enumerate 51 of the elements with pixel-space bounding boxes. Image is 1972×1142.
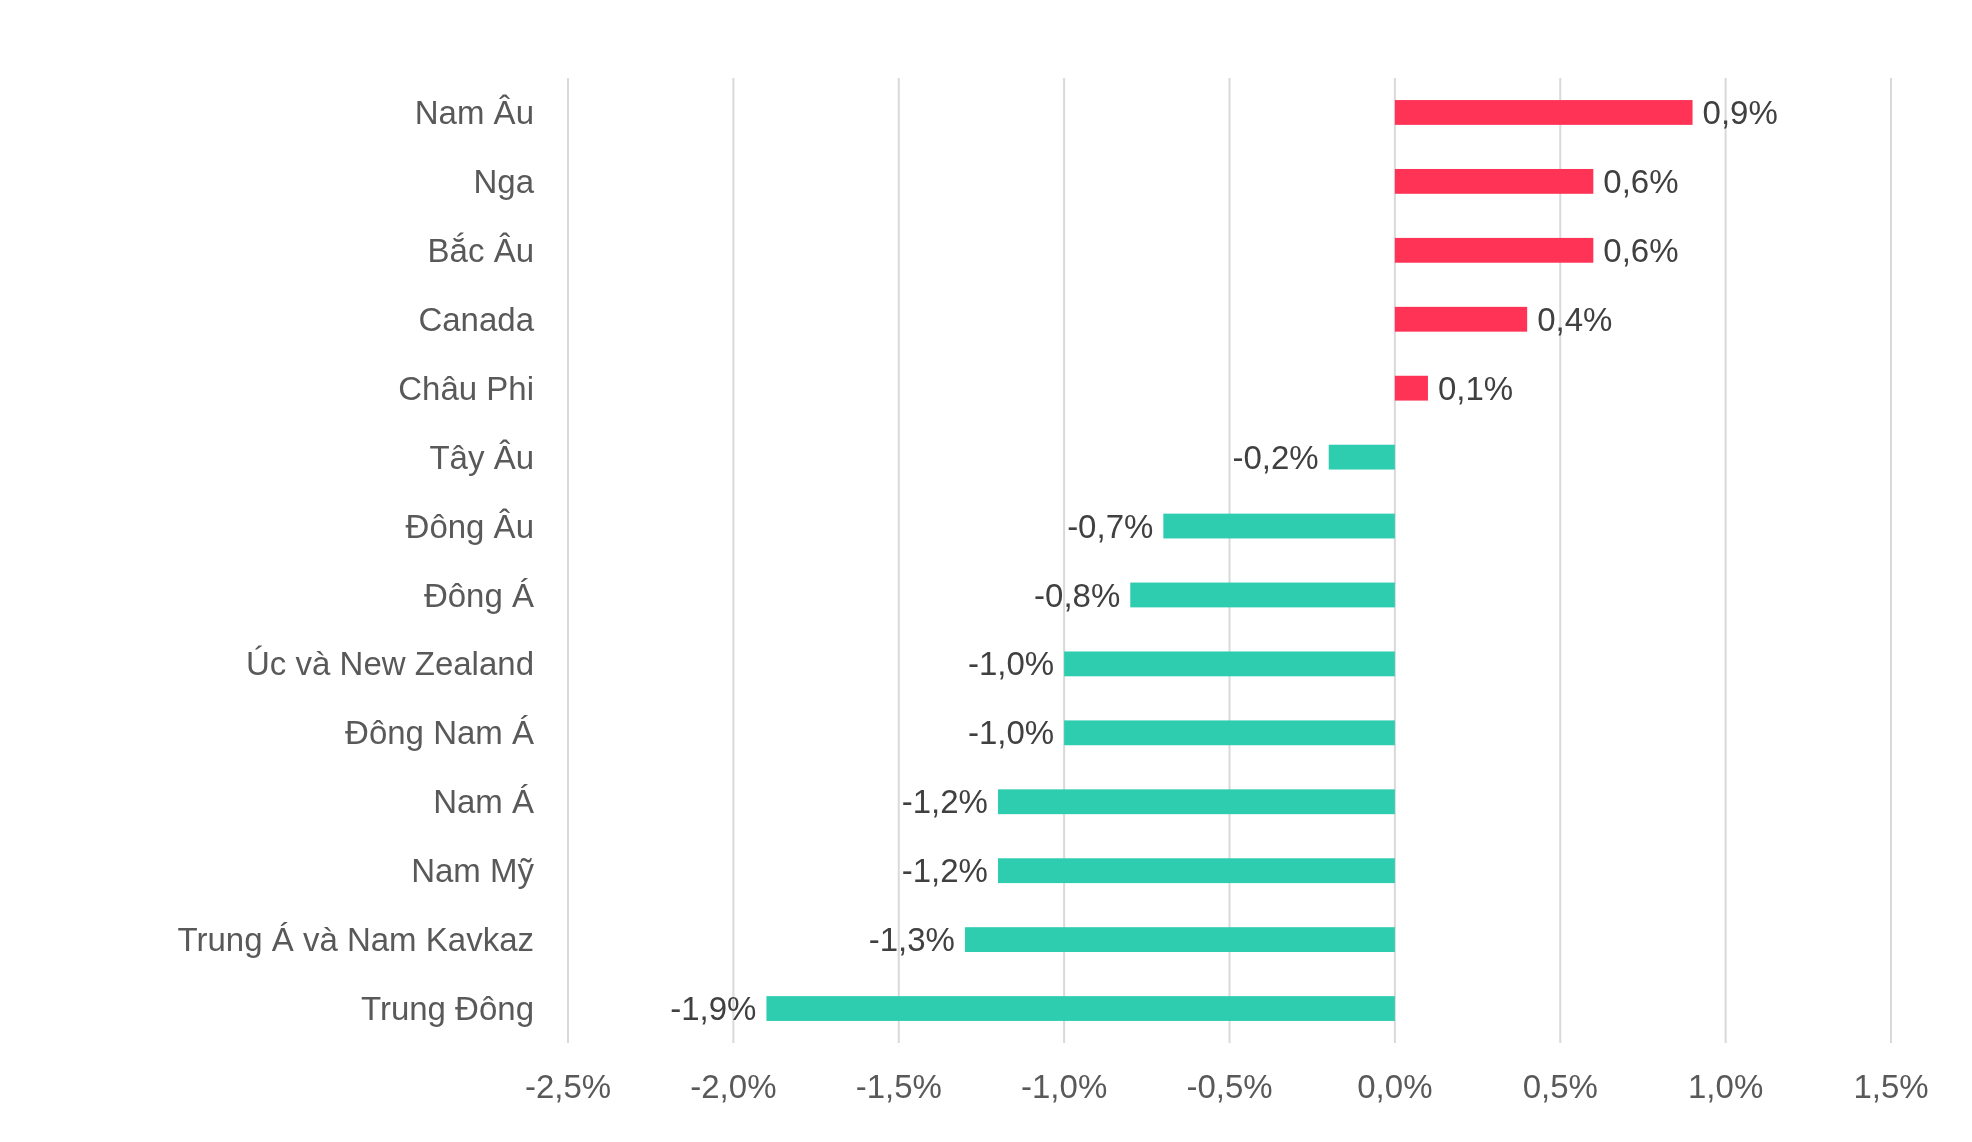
data-label: -1,3% xyxy=(868,921,955,959)
y-tick-label: Canada xyxy=(418,300,535,338)
x-tick-label: 1,5% xyxy=(1853,1068,1929,1105)
data-label: 0,4% xyxy=(1537,300,1613,338)
x-tick-label: -1,0% xyxy=(1021,1068,1108,1105)
y-tick-label: Nam Âu xyxy=(414,94,534,132)
x-tick-label: 0,5% xyxy=(1522,1068,1598,1105)
bar xyxy=(1163,513,1395,539)
y-tick-label: Đông Âu xyxy=(405,507,534,545)
x-tick-label: 0,0% xyxy=(1357,1068,1433,1105)
data-label: 0,6% xyxy=(1603,231,1679,269)
data-label: -1,2% xyxy=(901,783,988,821)
bar xyxy=(997,789,1395,815)
bar xyxy=(997,858,1395,884)
data-label: -0,7% xyxy=(1067,507,1154,545)
x-tick-label: -1,5% xyxy=(855,1068,942,1105)
bar xyxy=(1130,582,1395,608)
y-tick-label: Trung Á và Nam Kavkaz xyxy=(177,921,534,959)
data-label: -1,2% xyxy=(901,852,988,890)
y-tick-label: Đông Nam Á xyxy=(345,714,534,752)
data-label: 0,9% xyxy=(1702,94,1778,132)
bar xyxy=(766,996,1395,1021)
data-label: -0,2% xyxy=(1232,438,1319,476)
y-tick-label: Nga xyxy=(473,162,535,200)
data-label: 0,1% xyxy=(1437,369,1514,407)
bar xyxy=(1394,237,1594,263)
x-tick-label: -2,0% xyxy=(690,1068,777,1105)
bar xyxy=(1394,306,1528,332)
bar xyxy=(1394,100,1693,125)
y-tick-label: Tây Âu xyxy=(429,438,534,476)
y-tick-label: Bắc Âu xyxy=(427,231,534,269)
data-label: -1,9% xyxy=(670,990,757,1028)
bar xyxy=(1064,720,1395,746)
data-label: -1,0% xyxy=(967,714,1055,752)
y-tick-label: Châu Phi xyxy=(398,369,534,407)
bar xyxy=(1328,444,1395,470)
bar xyxy=(1394,375,1428,401)
data-label: -1,0% xyxy=(967,645,1055,683)
y-tick-label: Nam Á xyxy=(433,783,534,821)
data-label: -0,8% xyxy=(1034,576,1121,614)
data-label: 0,6% xyxy=(1603,162,1679,200)
y-tick-label: Đông Á xyxy=(423,576,534,614)
bar xyxy=(964,927,1395,953)
y-tick-label: Úc và New Zealand xyxy=(246,645,534,683)
x-tick-label: -2,5% xyxy=(524,1068,612,1105)
x-tick-label: -0,5% xyxy=(1186,1068,1273,1105)
x-tick-label: 1,0% xyxy=(1688,1068,1764,1105)
bar xyxy=(1394,168,1594,194)
y-tick-label: Trung Đông xyxy=(360,990,534,1028)
y-tick-label: Nam Mỹ xyxy=(411,852,535,890)
bar xyxy=(1064,651,1395,677)
